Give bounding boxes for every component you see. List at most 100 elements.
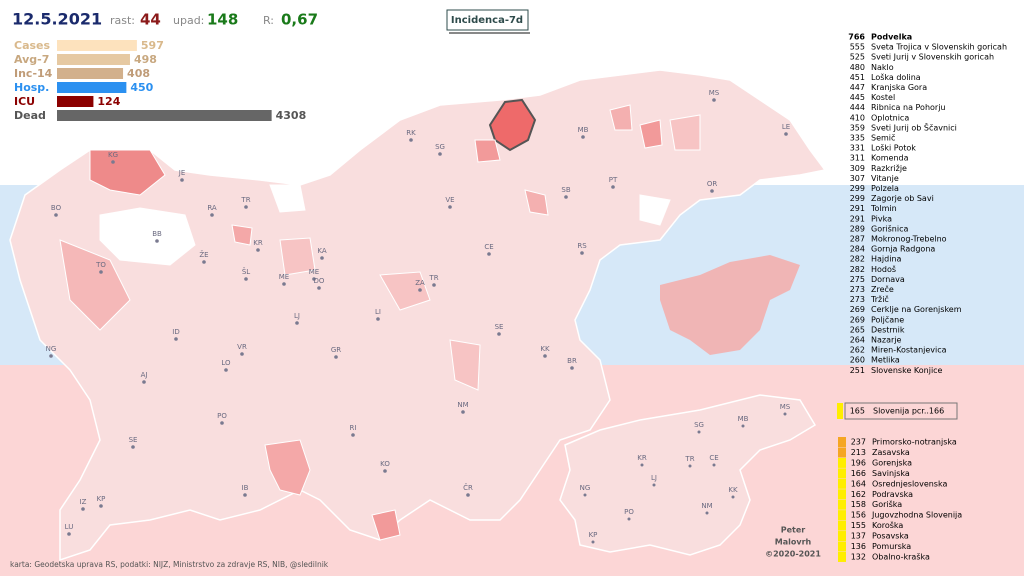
list-value: 359 (850, 123, 865, 132)
city-dot (580, 251, 584, 255)
city-label: LI (375, 308, 381, 316)
city-dot (174, 337, 178, 341)
city-label: NG (580, 484, 591, 492)
stat-value: 124 (97, 95, 120, 108)
list-name: Miren-Kostanjevica (871, 346, 947, 355)
list-value: 444 (850, 103, 865, 112)
region-map (559, 394, 817, 556)
city-dot (705, 511, 709, 515)
stat-label: Avg-7 (14, 53, 49, 66)
list-name: Pivka (871, 214, 892, 223)
city-label: TR (428, 274, 438, 282)
city-dot (741, 424, 745, 428)
city-dot (627, 517, 631, 521)
city-dot (438, 152, 442, 156)
region-value: 137 (851, 532, 866, 541)
city-dot (710, 189, 714, 193)
city-label: KK (728, 486, 738, 494)
city-label: SG (694, 421, 704, 429)
region-value: 136 (851, 542, 866, 551)
city-dot (697, 430, 701, 434)
city-dot (320, 256, 324, 260)
list-value: 284 (850, 245, 865, 254)
region-swatch (838, 447, 846, 458)
city-label: MS (780, 403, 791, 411)
city-dot (712, 98, 716, 102)
city-dot (210, 213, 214, 217)
list-name: Kranjska Gora (871, 83, 927, 92)
stat-value: 408 (127, 67, 150, 80)
city-dot (317, 286, 321, 290)
region-swatch (838, 551, 846, 562)
region-swatch (838, 437, 846, 447)
city-dot (376, 317, 380, 321)
city-label: LJ (294, 312, 300, 320)
city-label: KA (317, 247, 326, 255)
region-swatch (838, 520, 846, 531)
city-label: LU (65, 523, 74, 531)
list-value: 264 (850, 336, 865, 345)
list-value: 289 (850, 224, 865, 233)
list-value: 555 (850, 43, 865, 52)
list-value: 275 (850, 275, 865, 284)
stat-value: 498 (134, 53, 157, 66)
region-name: Primorsko-notranjska (872, 438, 957, 447)
city-label: IZ (80, 498, 87, 506)
region-value: 237 (851, 438, 866, 447)
list-value: 291 (850, 214, 865, 223)
list-name: Destrnik (871, 325, 905, 334)
list-value: 311 (850, 154, 865, 163)
list-name: Ribnica na Pohorju (871, 103, 946, 112)
list-name: Kostel (871, 93, 895, 102)
region-name: Gorenjska (872, 458, 912, 467)
list-name: Tolmin (870, 204, 897, 213)
region-name: Zasavska (872, 448, 910, 457)
stat-bar (57, 40, 137, 51)
city-label: GR (331, 346, 341, 354)
city-dot (583, 493, 587, 497)
list-value: 447 (850, 83, 865, 92)
stat-bar (57, 54, 130, 65)
list-value: 282 (850, 265, 865, 274)
city-label: ID (172, 328, 179, 336)
region-value: 164 (851, 479, 866, 488)
author: Malovrh (775, 538, 812, 547)
region-name: Pomurska (872, 542, 911, 551)
city-label: ŠL (242, 267, 250, 276)
list-name: Tržič (870, 294, 889, 304)
city-label: SB (561, 186, 570, 194)
city-dot (49, 354, 53, 358)
city-dot (131, 445, 135, 449)
list-value: 273 (850, 295, 865, 304)
city-label: BB (152, 230, 162, 238)
city-dot (67, 532, 71, 536)
region-value: 132 (851, 552, 866, 561)
city-dot (180, 178, 184, 182)
city-label: ŽE (199, 250, 208, 259)
region-name: Obalno-kraška (872, 551, 930, 561)
stat-value: 450 (130, 81, 153, 94)
list-name: Loški Potok (871, 143, 916, 153)
region-name: Goriška (872, 499, 902, 509)
region-value: 155 (851, 521, 866, 530)
list-name: Hodoš (871, 264, 896, 274)
list-value: 451 (850, 73, 865, 82)
stat-bar (57, 96, 94, 107)
city-label: KK (540, 345, 550, 353)
city-label: NM (701, 502, 712, 510)
list-value: 480 (850, 63, 865, 72)
list-name: Vitanje (871, 174, 899, 183)
list-name: Komenda (871, 154, 909, 163)
city-dot (570, 366, 574, 370)
list-value: 262 (850, 346, 865, 355)
city-label: AJ (141, 371, 148, 379)
list-name: Loška dolina (871, 72, 921, 82)
slovenija-name: Slovenija pcr..166 (873, 407, 944, 416)
r-label: R: (263, 14, 274, 27)
city-label: KP (97, 495, 106, 503)
city-dot (466, 493, 470, 497)
city-dot (487, 252, 491, 256)
city-dot (383, 469, 387, 473)
city-dot (712, 463, 716, 467)
city-label: SE (129, 436, 138, 444)
